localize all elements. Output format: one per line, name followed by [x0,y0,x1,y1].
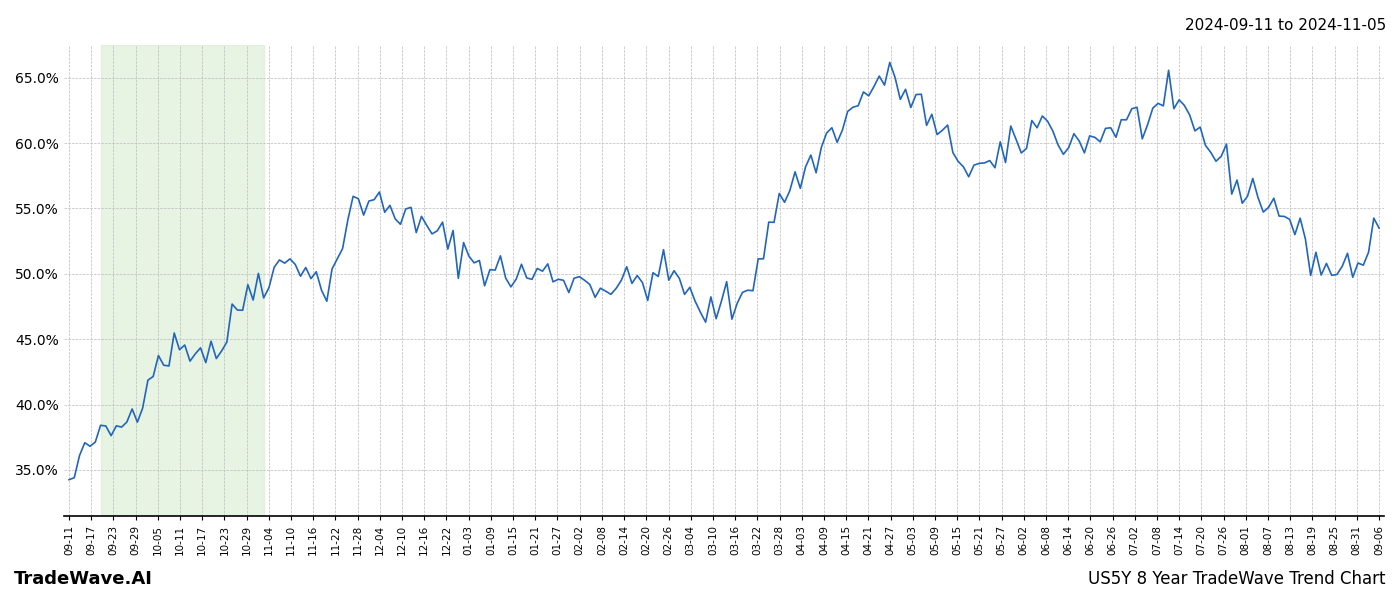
Text: US5Y 8 Year TradeWave Trend Chart: US5Y 8 Year TradeWave Trend Chart [1089,570,1386,588]
Text: TradeWave.AI: TradeWave.AI [14,570,153,588]
Text: 2024-09-11 to 2024-11-05: 2024-09-11 to 2024-11-05 [1184,18,1386,33]
Bar [101,45,263,516]
